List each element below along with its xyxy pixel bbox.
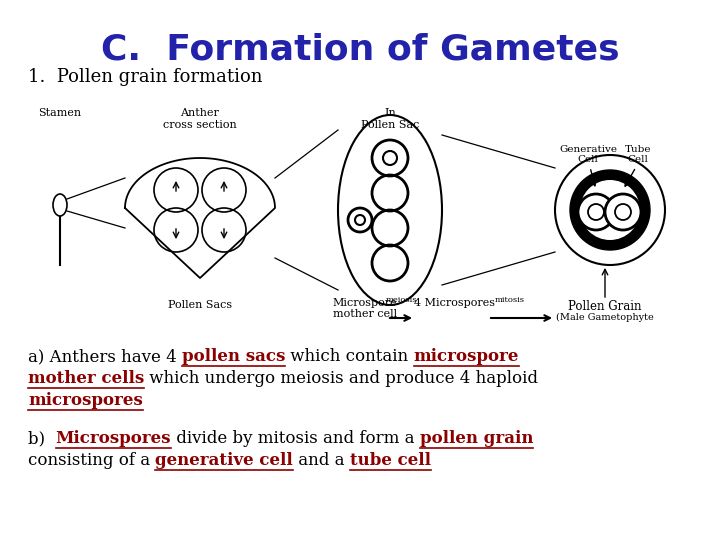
Text: tube cell: tube cell [350, 452, 431, 469]
Text: Generative
Cell: Generative Cell [559, 145, 617, 164]
Text: Pollen Grain: Pollen Grain [568, 300, 642, 313]
Text: 4 Microspores: 4 Microspores [415, 298, 495, 308]
Text: (Male Gametophyte: (Male Gametophyte [556, 313, 654, 322]
Text: Microspores: Microspores [55, 430, 171, 447]
Text: Anther
cross section: Anther cross section [163, 108, 237, 130]
Text: mother cells: mother cells [28, 370, 144, 387]
Text: b): b) [28, 430, 55, 447]
Text: In
Pollen Sac: In Pollen Sac [361, 108, 419, 130]
Text: microspores: microspores [28, 392, 143, 409]
Text: divide by mitosis and form a: divide by mitosis and form a [171, 430, 420, 447]
Ellipse shape [580, 180, 640, 240]
Text: C.  Formation of Gametes: C. Formation of Gametes [101, 32, 619, 66]
Text: which undergo meiosis and produce 4 haploid: which undergo meiosis and produce 4 hapl… [144, 370, 539, 387]
Text: Pollen Sacs: Pollen Sacs [168, 300, 232, 310]
Text: 1.  Pollen grain formation: 1. Pollen grain formation [28, 68, 263, 86]
Text: Tube
Cell: Tube Cell [625, 145, 652, 164]
Text: meiosis: meiosis [385, 296, 417, 304]
Text: mother cell: mother cell [333, 309, 397, 319]
Text: pollen sacs: pollen sacs [182, 348, 285, 365]
Text: mitosis: mitosis [495, 296, 525, 304]
Text: Stamen: Stamen [38, 108, 81, 118]
Circle shape [605, 194, 641, 230]
Text: which contain: which contain [285, 348, 414, 365]
Text: generative cell: generative cell [156, 452, 293, 469]
Text: pollen grain: pollen grain [420, 430, 534, 447]
Text: Microspore: Microspore [333, 298, 397, 308]
Text: and a: and a [293, 452, 350, 469]
Text: a) Anthers have 4: a) Anthers have 4 [28, 348, 182, 365]
Ellipse shape [570, 170, 650, 250]
Text: consisting of a: consisting of a [28, 452, 156, 469]
Text: microspore: microspore [414, 348, 519, 365]
Circle shape [578, 194, 614, 230]
